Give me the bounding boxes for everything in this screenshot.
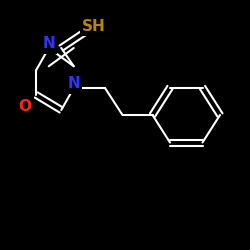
Text: SH: SH — [82, 19, 106, 34]
Text: O: O — [18, 99, 32, 114]
Text: N: N — [42, 36, 55, 51]
Text: N: N — [68, 76, 80, 91]
